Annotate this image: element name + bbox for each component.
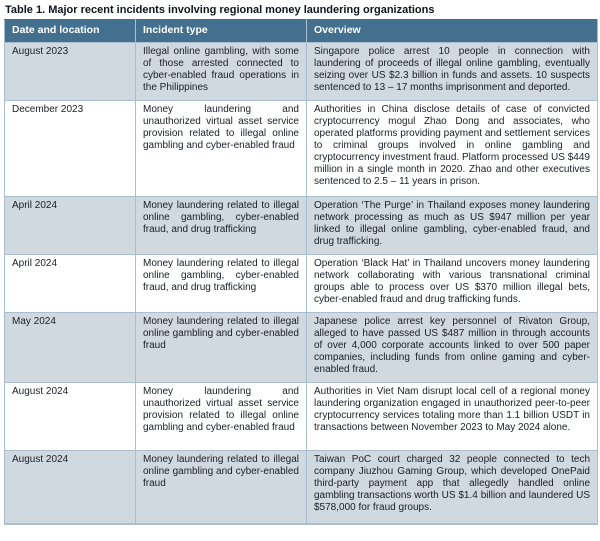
cell-incident-type: Money laundering related to illegal onli…	[135, 253, 307, 313]
table-row: August 2024 Money laundering and unautho…	[4, 381, 598, 451]
cell-overview: Operation ‘The Purge’ in Thailand expose…	[306, 195, 598, 255]
col-header-overview: Overview	[306, 19, 598, 43]
cell-incident-type: Illegal online gambling, with some of th…	[135, 41, 307, 101]
cell-incident-type: Money laundering related to illegal onli…	[135, 311, 307, 383]
table-row: May 2024 Money laundering related to ill…	[4, 311, 598, 383]
cell-date: December 2023	[4, 99, 136, 197]
incidents-table: Date and location Incident type Overview…	[4, 19, 598, 526]
table-row: December 2023 Money laundering and unaut…	[4, 99, 598, 197]
col-header-date-location: Date and location	[4, 19, 136, 43]
cell-incident-type: Money laundering and unauthorized virtua…	[135, 99, 307, 197]
cell-date: April 2024	[4, 253, 136, 313]
cell-overview: Authorities in China disclose details of…	[306, 99, 598, 197]
col-header-incident-type: Incident type	[135, 19, 307, 43]
cell-overview: Authorities in Viet Nam disrupt local ce…	[306, 381, 598, 451]
table-row: August 2024 Money laundering related to …	[4, 449, 598, 525]
cell-date: April 2024	[4, 195, 136, 255]
table-row: April 2024 Money laundering related to i…	[4, 195, 598, 255]
table-row: April 2024 Money laundering related to i…	[4, 253, 598, 313]
table-title: Table 1. Major recent incidents involvin…	[5, 4, 435, 16]
cell-date: August 2023	[4, 41, 136, 101]
cell-incident-type: Money laundering related to illegal onli…	[135, 449, 307, 525]
cell-date: August 2024	[4, 381, 136, 451]
cell-incident-type: Money laundering and unauthorized virtua…	[135, 381, 307, 451]
cell-date: May 2024	[4, 311, 136, 383]
cell-overview: Taiwan PoC court charged 32 people conne…	[306, 449, 598, 525]
cell-overview: Operation ‘Black Hat’ in Thailand uncove…	[306, 253, 598, 313]
cell-incident-type: Money laundering related to illegal onli…	[135, 195, 307, 255]
table-row: August 2023 Illegal online gambling, wit…	[4, 41, 598, 101]
cell-overview: Singapore police arrest 10 people in con…	[306, 41, 598, 101]
cell-date: August 2024	[4, 449, 136, 525]
cell-overview: Japanese police arrest key personnel of …	[306, 311, 598, 383]
header-row: Date and location Incident type Overview	[4, 19, 598, 43]
